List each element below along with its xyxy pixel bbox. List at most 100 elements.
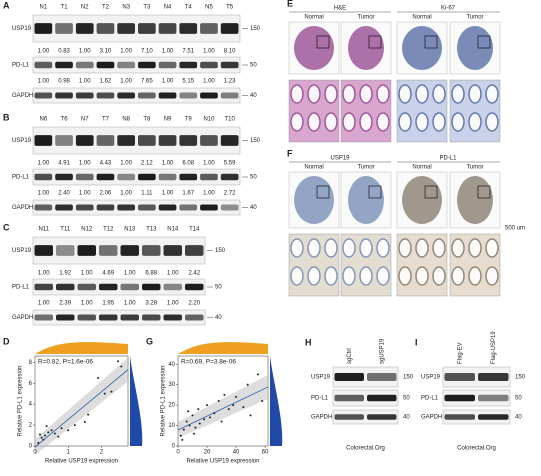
blot-frame <box>32 168 241 186</box>
blot-band <box>75 92 94 99</box>
point <box>191 414 194 417</box>
lane-label: T8 <box>143 117 151 123</box>
mw-marker: 150 <box>515 375 526 381</box>
lane-label: N2 <box>81 5 89 11</box>
x-axis-label: Relative USP19 expression <box>186 459 259 465</box>
row-label: USP19 <box>12 248 32 254</box>
blot-band <box>75 135 94 146</box>
tissue <box>457 176 493 224</box>
lane-label: T9 <box>185 117 193 123</box>
quant-value: 1.00 <box>162 161 174 167</box>
blot-band <box>200 23 218 34</box>
blot-band <box>56 245 75 256</box>
lane-label: T11 <box>60 227 71 233</box>
col-label: Tumor <box>466 15 483 21</box>
zoom-box <box>477 185 491 199</box>
zoom-box <box>316 185 330 199</box>
blot-frame <box>32 278 206 296</box>
point <box>53 432 56 435</box>
blot-band <box>185 314 204 321</box>
point <box>38 433 41 436</box>
point <box>249 414 252 417</box>
y-tick-label: 4 <box>29 402 33 408</box>
group-title: USP19 <box>330 156 350 162</box>
quant-value: 4.91 <box>58 161 70 167</box>
quant-value: 1.00 <box>120 191 132 197</box>
point <box>97 376 100 379</box>
y-axis-label: Relative PD-L1 expression <box>18 365 24 436</box>
blot-band <box>99 314 118 321</box>
blot-band <box>158 173 177 181</box>
quant-value: 1.00 <box>162 79 174 85</box>
col-label: Normal <box>304 15 323 21</box>
blot-band <box>34 23 53 34</box>
gland <box>468 84 482 104</box>
blot-frame <box>32 309 206 326</box>
quant-value: 4.43 <box>100 161 112 167</box>
blot-band <box>179 135 198 146</box>
blot-band <box>138 61 156 69</box>
blot-band <box>334 373 364 381</box>
y-tick-label: 40 <box>168 362 175 368</box>
blot-band <box>77 283 96 291</box>
point <box>198 422 201 425</box>
point <box>213 412 216 415</box>
gland <box>398 112 412 132</box>
blot-band <box>142 314 161 321</box>
blot-band <box>75 61 94 69</box>
point <box>45 425 48 428</box>
point <box>117 360 120 363</box>
blot-band <box>96 92 115 99</box>
blot-band <box>334 394 364 402</box>
lane-label: N7 <box>81 117 89 123</box>
x-tick-label: 0 <box>176 450 180 456</box>
point <box>242 406 245 409</box>
quant-value: 1.00 <box>38 49 50 55</box>
blot-band <box>117 173 135 181</box>
zoom-box <box>424 185 438 199</box>
blot-band <box>55 173 73 181</box>
gland <box>290 238 304 258</box>
blot-band <box>34 245 53 256</box>
point <box>232 404 235 407</box>
quant-value: 5.59 <box>224 161 236 167</box>
col-label: Normal <box>412 165 431 171</box>
blot-band <box>158 92 177 99</box>
point <box>235 395 238 398</box>
y-tick-label: 6 <box>29 381 33 387</box>
gland <box>342 238 356 258</box>
stats-annotation: R=0.69, P=3.8e-06 <box>181 359 236 366</box>
y-tick-label: 20 <box>168 403 175 409</box>
y-tick-label: 8 <box>29 360 33 366</box>
blot-band <box>142 283 161 291</box>
blot-band <box>34 61 53 69</box>
blot-band <box>163 314 182 321</box>
quant-value: 1.00 <box>79 191 91 197</box>
point <box>182 428 185 431</box>
blot-band <box>220 204 239 211</box>
row-label: PD-L1 <box>12 285 30 291</box>
gland <box>324 112 338 132</box>
mw-marker: 150 <box>250 138 261 144</box>
row-label: USP19 <box>12 138 32 144</box>
gland <box>359 238 373 258</box>
point <box>50 429 53 432</box>
row-label: PD-L1 <box>12 175 30 181</box>
gland <box>485 238 499 258</box>
panel-letter: A <box>3 0 10 10</box>
quant-value: 1.00 <box>38 79 50 85</box>
row-label: GAPDH <box>421 415 442 421</box>
mw-marker: 50 <box>403 396 410 402</box>
point <box>67 429 70 432</box>
quant-value: 1.62 <box>100 79 112 85</box>
lane-label: N5 <box>205 5 213 11</box>
point <box>179 434 182 437</box>
x-tick-label: 60 <box>262 450 269 456</box>
blot-band <box>444 394 475 402</box>
point <box>103 392 106 395</box>
blot-band <box>179 173 198 181</box>
point <box>208 416 211 419</box>
gland <box>468 112 482 132</box>
point <box>73 424 76 427</box>
mw-marker: 50 <box>215 285 222 291</box>
